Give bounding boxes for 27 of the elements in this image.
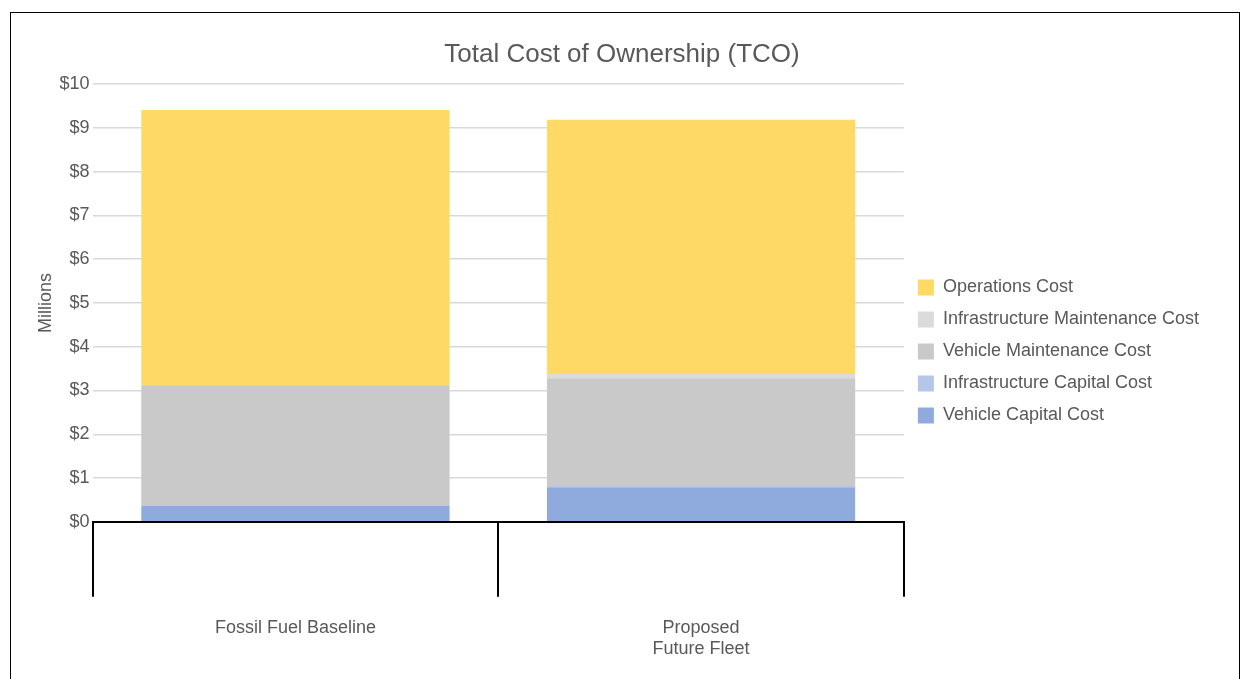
- legend-label: Infrastructure Maintenance Cost: [942, 308, 1199, 329]
- y-tick-label: $3: [69, 379, 90, 400]
- bar: [546, 378, 856, 486]
- legend-label: Infrastructure Capital Cost: [942, 372, 1152, 393]
- y-tick-label: $2: [69, 423, 90, 444]
- bar: [141, 506, 450, 522]
- x-tick-label: Fossil Fuel Baseline: [214, 616, 376, 637]
- bar: [546, 373, 856, 379]
- y-tick-label: $1: [69, 467, 90, 488]
- x-tick-label: Proposed Future Fleet: [652, 616, 750, 659]
- legend-label: Vehicle Capital Cost: [942, 404, 1104, 425]
- y-tick-label: $4: [69, 335, 90, 356]
- bar: [141, 385, 450, 507]
- y-tick-label: $8: [69, 160, 90, 181]
- y-tick-label: $10: [59, 73, 90, 94]
- y-tick-label: $7: [69, 204, 90, 225]
- y-tick-label: $6: [69, 248, 90, 269]
- chart-title: Total Cost of Ownership (TCO): [444, 37, 800, 68]
- y-axis-title: Millions: [34, 272, 55, 334]
- bar: [546, 119, 856, 374]
- y-tick-label: $9: [69, 116, 90, 137]
- bar: [141, 110, 450, 386]
- y-tick-label: $0: [69, 510, 90, 531]
- y-tick-label: $5: [69, 291, 90, 312]
- legend-label: Operations Cost: [942, 276, 1073, 297]
- legend-label: Vehicle Maintenance Cost: [942, 340, 1151, 361]
- bar: [546, 487, 856, 522]
